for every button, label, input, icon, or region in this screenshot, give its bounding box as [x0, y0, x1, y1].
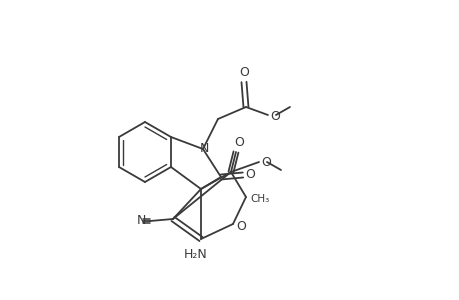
Text: H₂N: H₂N	[184, 248, 207, 262]
Text: O: O	[235, 220, 246, 232]
Text: O: O	[260, 157, 270, 169]
Text: O: O	[269, 110, 280, 124]
Text: N: N	[199, 142, 208, 154]
Text: N: N	[136, 214, 146, 227]
Text: O: O	[239, 67, 248, 80]
Text: O: O	[234, 136, 243, 148]
Text: CH₃: CH₃	[250, 194, 269, 204]
Text: O: O	[245, 169, 254, 182]
